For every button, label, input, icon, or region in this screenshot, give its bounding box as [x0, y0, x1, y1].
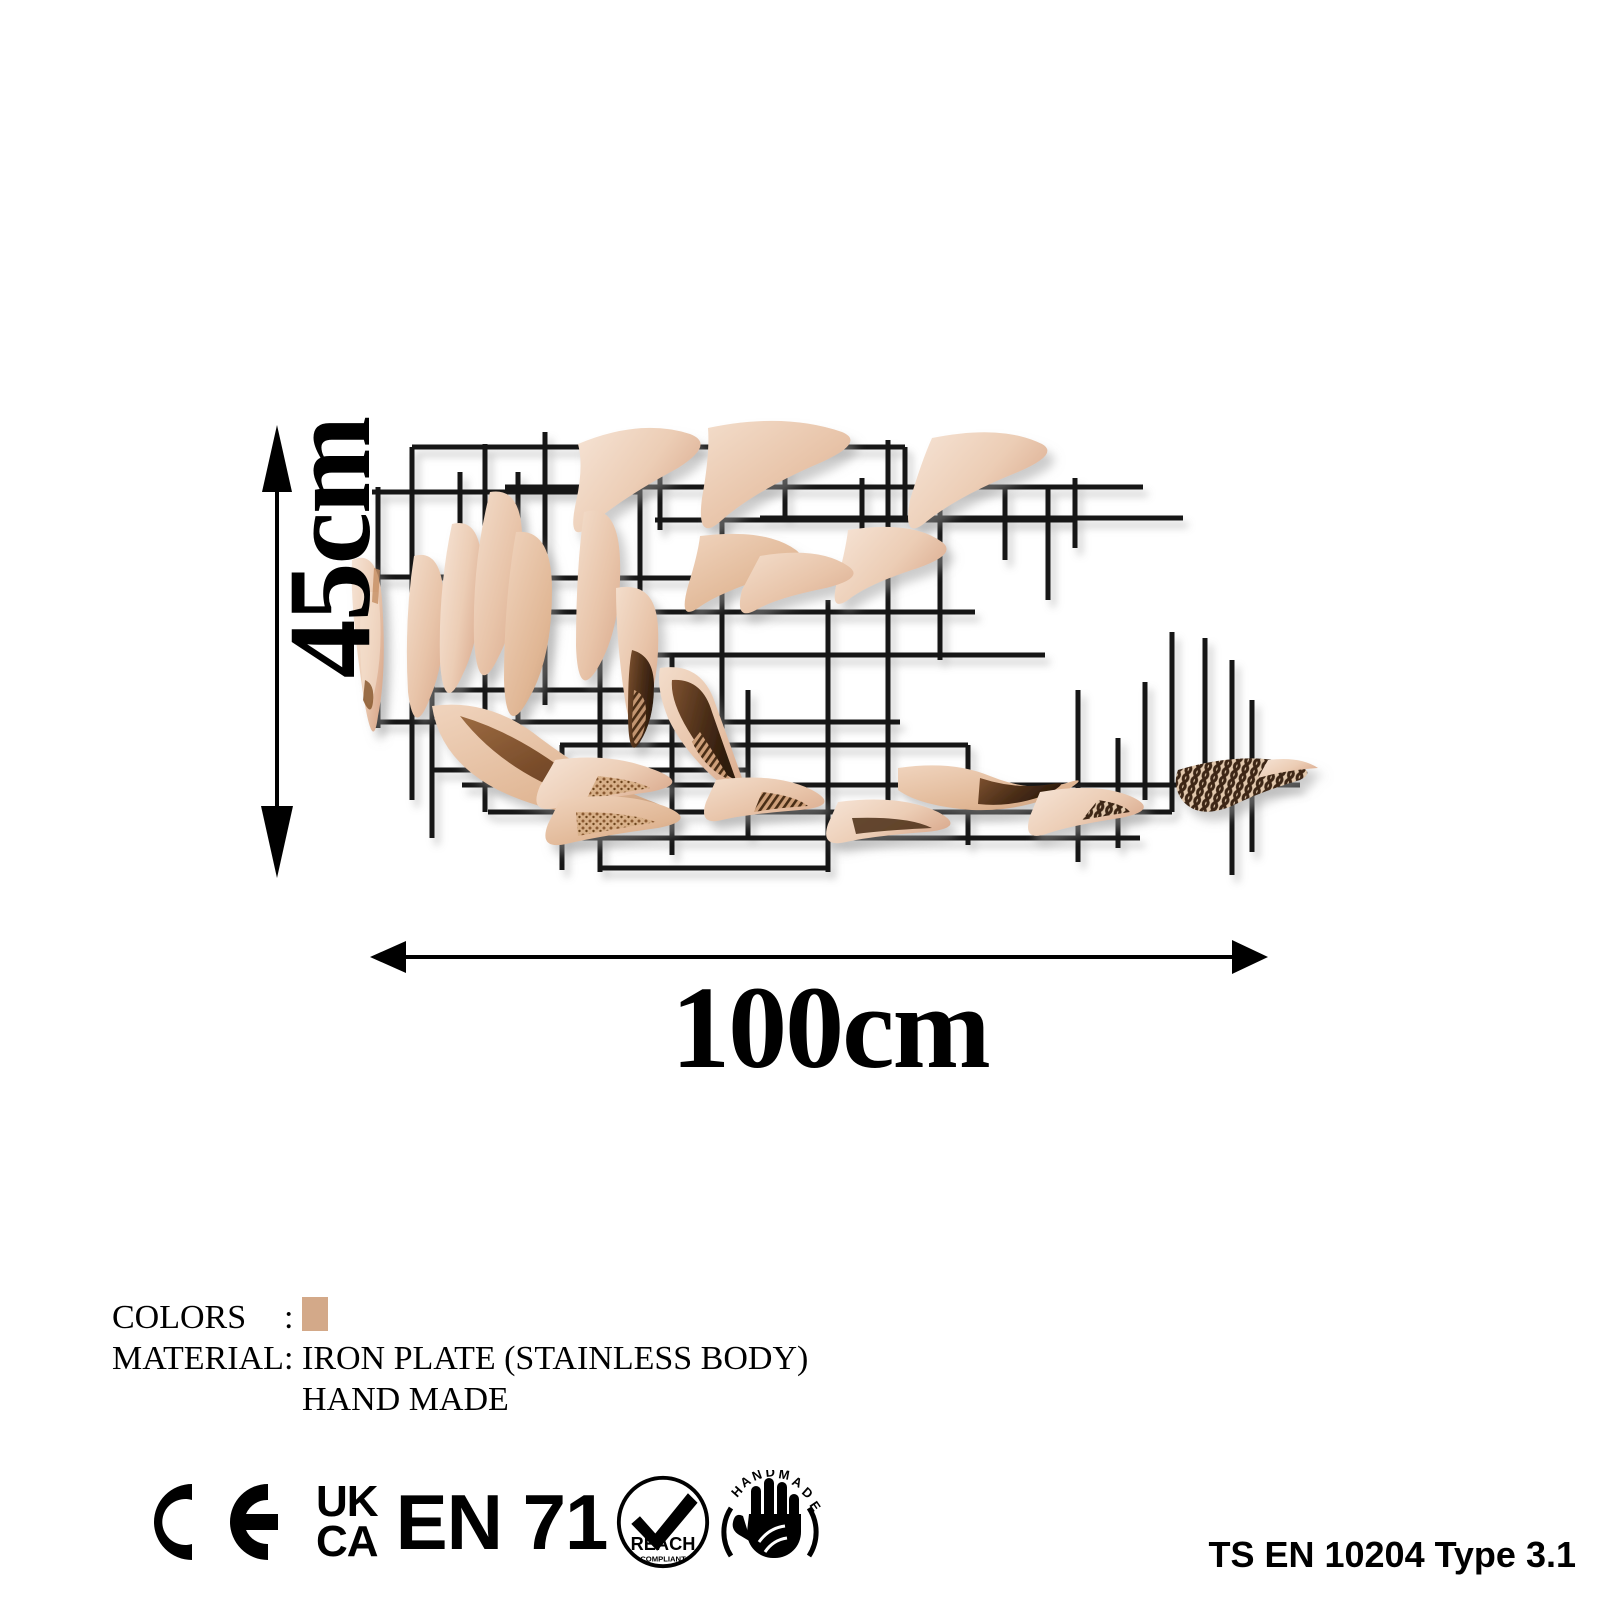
feather-19: [898, 765, 1079, 811]
feather-20: [1028, 787, 1144, 836]
svg-text:A: A: [790, 1473, 806, 1491]
hand-made-icon: H A N D M A D E: [721, 1470, 824, 1558]
feather-09: [576, 510, 621, 681]
reach-compliant-icon: REACH COMPLIANT: [617, 1475, 710, 1569]
feather-16: [545, 796, 681, 846]
feather-22: [739, 552, 854, 614]
color-swatch: [302, 1297, 328, 1331]
dimension-width-label: 100cm: [671, 962, 991, 1093]
feather-03: [439, 523, 482, 694]
spec-colon-colors: :: [284, 1299, 294, 1336]
feather-06: [573, 427, 701, 533]
svg-text:D: D: [765, 1470, 776, 1480]
dimension-arrow-horizontal: [370, 940, 1268, 974]
feather-11: [834, 526, 947, 604]
spec-block: COLORS : MATERIAL : IRON PLATE (STAINLES…: [112, 1297, 808, 1420]
standard-label: TS EN 10204 Type 3.1: [1208, 1534, 1576, 1575]
en71-mark: EN 71: [395, 1478, 609, 1566]
feather-02: [406, 554, 445, 718]
certification-row: UK CA EN 71 REACH COMPLIANT: [140, 1470, 825, 1574]
svg-text:REACH: REACH: [631, 1533, 696, 1554]
feather-08: [908, 432, 1048, 529]
ukca-mark: UK CA: [316, 1477, 379, 1566]
feather-12: [616, 586, 659, 748]
spec-label-colors: COLORS: [112, 1299, 247, 1336]
svg-text:COMPLIANT: COMPLIANT: [641, 1554, 687, 1563]
feather-01: [351, 557, 384, 732]
spec-row-colors: COLORS :: [112, 1297, 808, 1338]
dimension-arrow-vertical: [261, 425, 293, 878]
feather-10: [684, 533, 801, 612]
spec-row-material: MATERIAL : IRON PLATE (STAINLESS BODY): [112, 1338, 808, 1379]
feather-17: [704, 777, 825, 822]
ukca-line1: UK: [316, 1477, 379, 1526]
svg-text:D: D: [799, 1484, 816, 1501]
spec-value-material-line2: HAND MADE: [302, 1381, 509, 1418]
feather-14: [659, 667, 745, 796]
feather-21: [1175, 758, 1318, 812]
artwork-feathers: [351, 420, 1318, 846]
feather-04: [473, 491, 523, 676]
ce-mark-icon: [154, 1484, 278, 1560]
spec-label-material: MATERIAL: [112, 1340, 284, 1377]
svg-text:M: M: [778, 1470, 791, 1483]
feather-18: [826, 799, 951, 844]
feather-05: [504, 531, 552, 716]
spec-colon-material: :: [284, 1340, 294, 1377]
spec-value-material: IRON PLATE (STAINLESS BODY): [302, 1340, 809, 1377]
feather-07: [700, 420, 851, 529]
dimension-height-label: 45cm: [264, 417, 395, 679]
ukca-line2: CA: [316, 1517, 379, 1566]
feather-15: [536, 757, 673, 810]
svg-text:N: N: [750, 1470, 764, 1484]
